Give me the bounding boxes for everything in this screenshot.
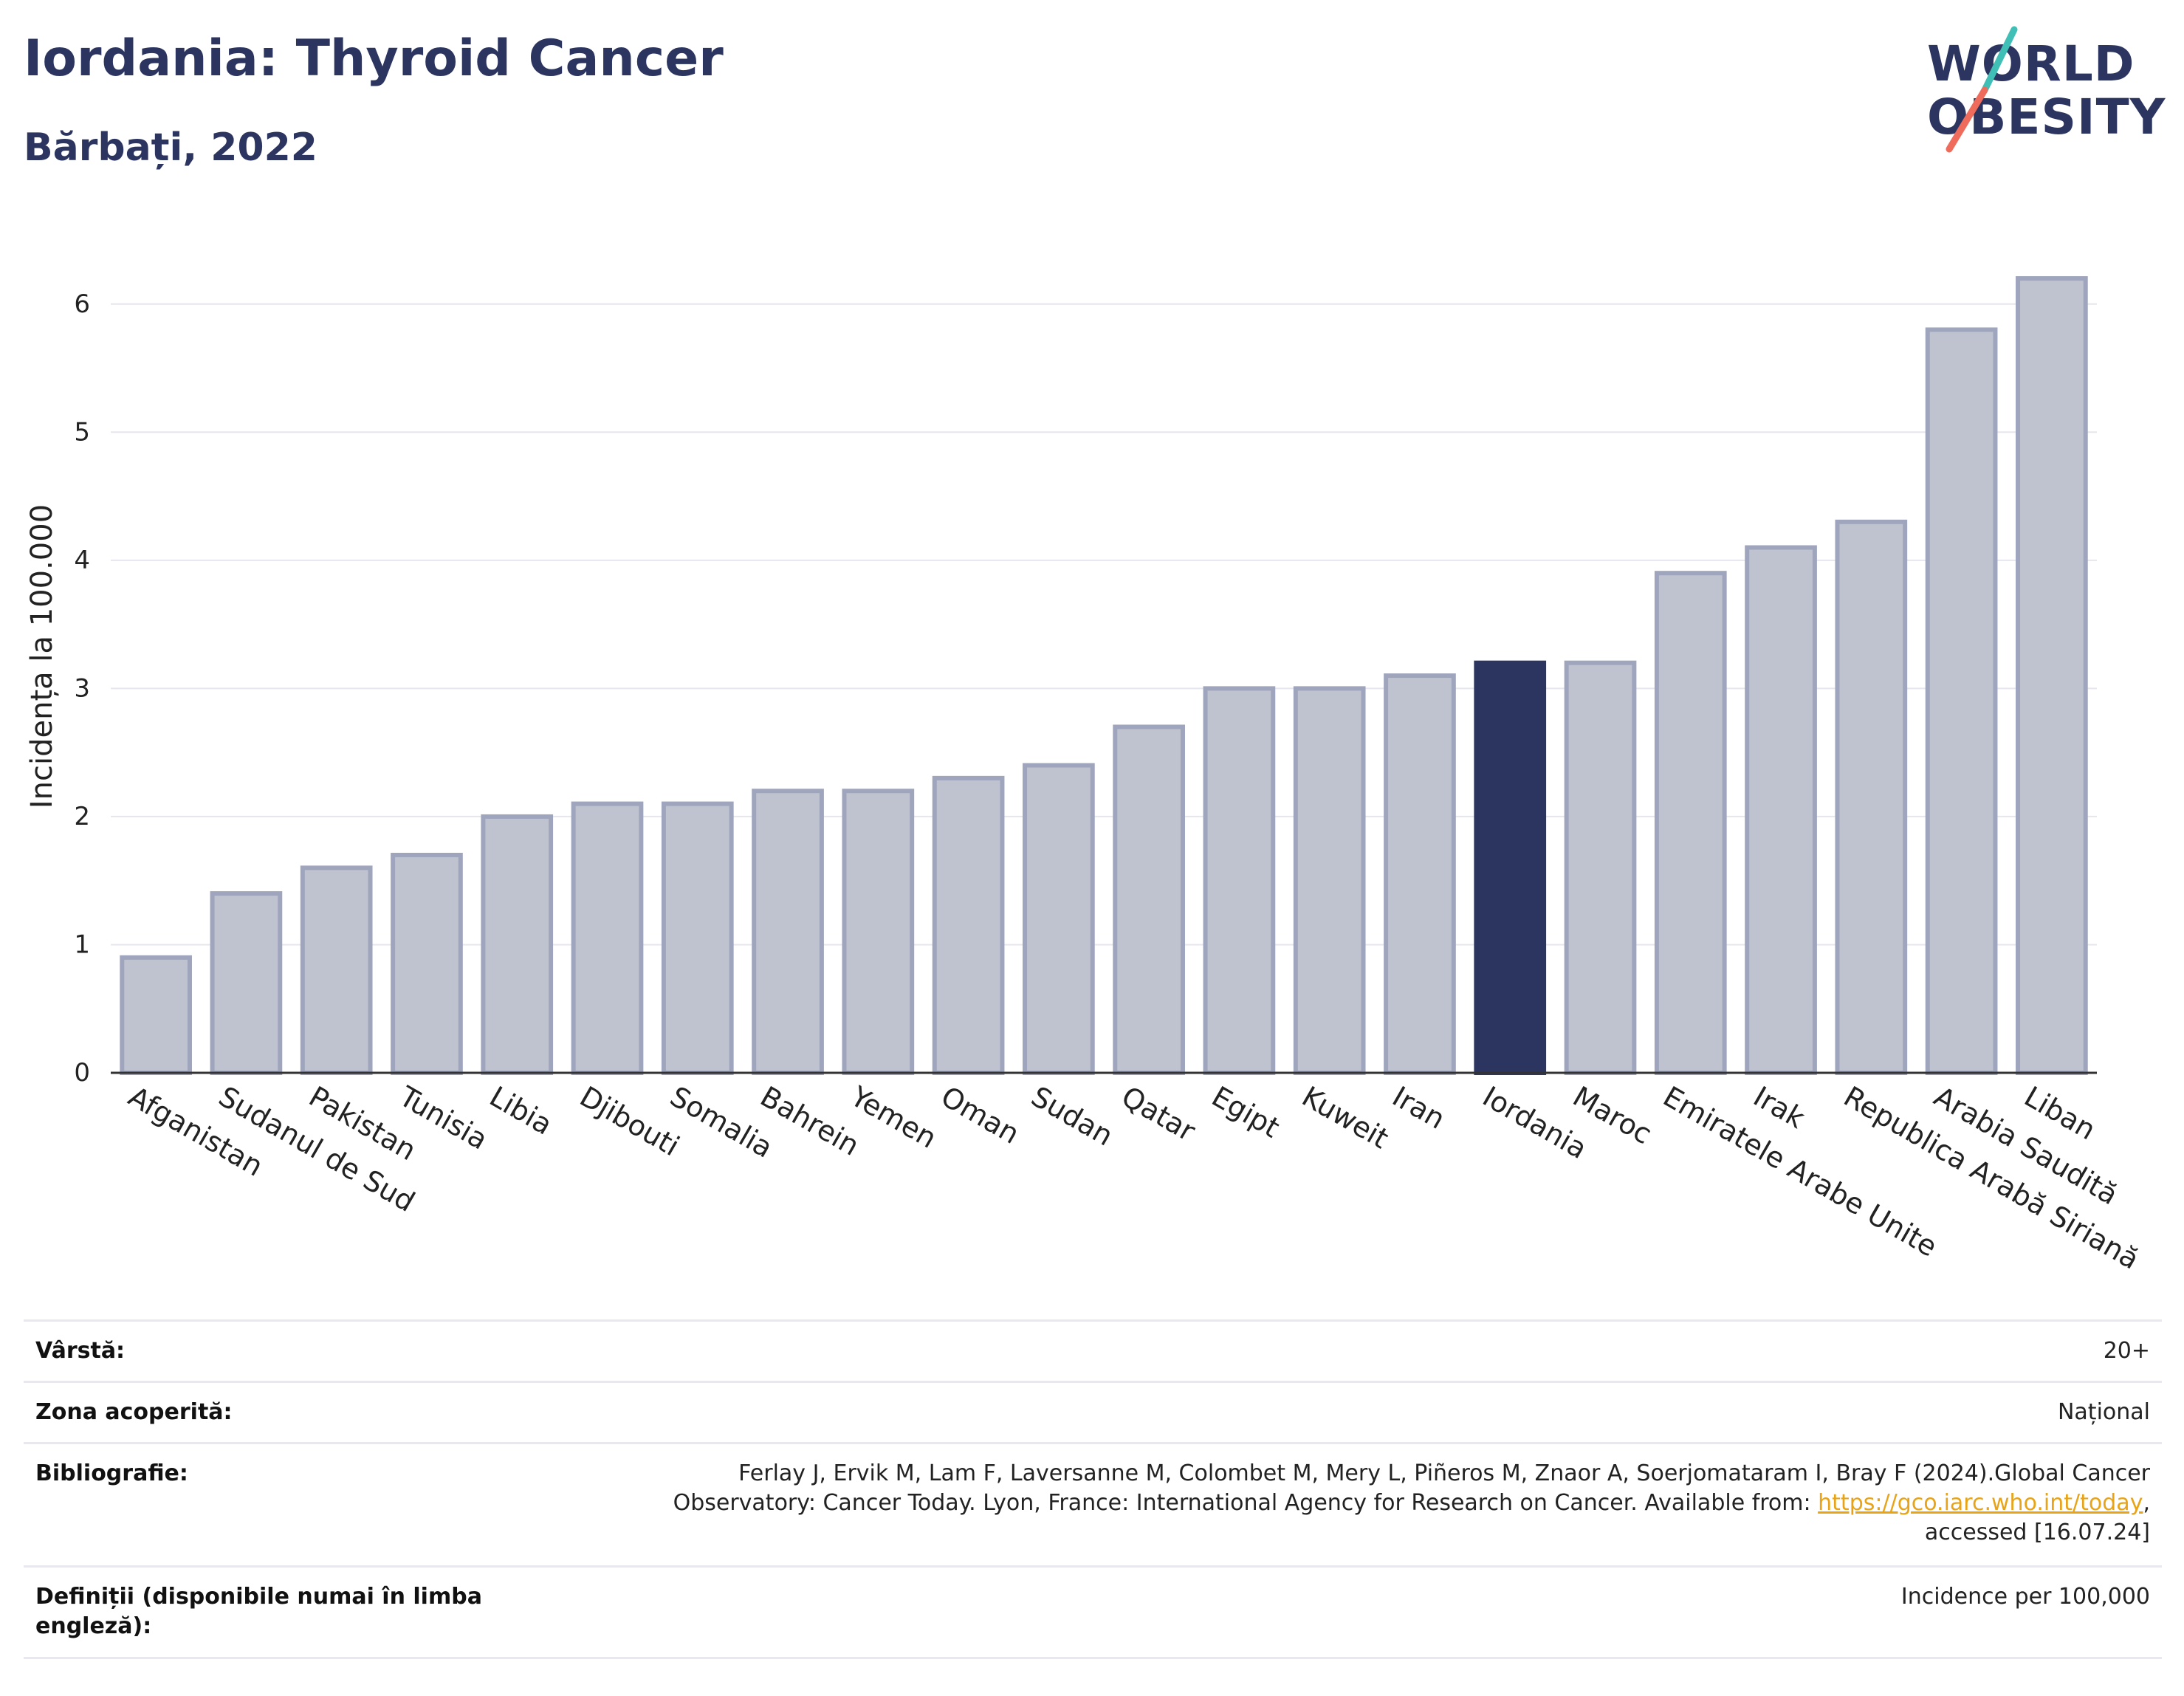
x-tick-label: Kuweit <box>1297 1080 1394 1156</box>
bar-qatar <box>1113 724 1185 1075</box>
meta-row-coverage: Zona acoperită: Național <box>24 1381 2162 1442</box>
y-tick-label: 3 <box>74 673 90 703</box>
bar-iordania <box>1474 660 1547 1075</box>
bar-egipt <box>1203 686 1276 1075</box>
bar-republica-arabă-siriană <box>1835 519 1908 1075</box>
age-label: Vârstă: <box>35 1338 126 1364</box>
bar-pakistan <box>300 865 373 1075</box>
bar-liban <box>2016 276 2088 1076</box>
x-tick-label: Libia <box>484 1080 558 1141</box>
bar-tunisia <box>391 852 463 1075</box>
meta-row-definitions: Definiții (disponibile numai în limba en… <box>24 1565 2162 1659</box>
x-tick-label: Sudan <box>1026 1080 1119 1153</box>
bar-bahrein <box>752 789 824 1075</box>
bar-libia <box>481 814 554 1076</box>
chart-subtitle: Bărbați, 2022 <box>24 126 317 170</box>
x-tick-label: Egipt <box>1206 1080 1285 1144</box>
bar-maroc <box>1564 660 1637 1075</box>
y-tick-label: 1 <box>74 930 90 959</box>
coverage-value: Național <box>2057 1399 2150 1425</box>
x-tick-label: Somalia <box>665 1080 778 1164</box>
bars <box>120 276 2088 1076</box>
logo-text-world: WORLD <box>1927 35 2135 92</box>
bar-afganistan <box>120 955 192 1076</box>
y-tick-label: 2 <box>74 802 90 831</box>
x-tick-label: Irak <box>1748 1080 1810 1135</box>
bibliography-text-4: accessed [16.07.24] <box>1924 1520 2150 1545</box>
bar-iran <box>1384 673 1456 1075</box>
bar-oman <box>932 775 1005 1075</box>
metadata-table: Vârstă: 20+ Zona acoperită: Național Bib… <box>24 1319 2162 1659</box>
logo-slash-icon <box>1946 26 2018 153</box>
world-obesity-logo: WORLD OBESITY <box>1927 22 2171 155</box>
age-value: 20+ <box>2103 1338 2150 1364</box>
y-tick-label: 5 <box>74 417 90 447</box>
x-tick-label: Djibouti <box>574 1080 685 1163</box>
meta-row-age: Vârstă: 20+ <box>24 1319 2162 1381</box>
bar-emiratele-arabe-unite <box>1654 571 1727 1075</box>
bar-irak <box>1745 545 1817 1075</box>
x-tick-label: Iran <box>1387 1080 1450 1136</box>
x-tick-label: Qatar <box>1116 1080 1201 1148</box>
bar-sudanul-de-sud <box>210 891 283 1075</box>
bar-yemen <box>842 789 915 1075</box>
bibliography-link[interactable]: https://gco.iarc.who.int/today <box>1818 1490 2143 1516</box>
bibliography-value: Ferlay J, Ervik M, Lam F, Laversanne M, … <box>673 1459 2150 1548</box>
bar-arabia-saudită <box>1925 327 1998 1075</box>
bibliography-text-1: Ferlay J, Ervik M, Lam F, Laversanne M, … <box>738 1460 2150 1486</box>
bar-djibouti <box>571 801 644 1075</box>
definitions-label: Definiții (disponibile numai în limba en… <box>35 1584 482 1639</box>
definitions-value: Incidence per 100,000 <box>1900 1584 2150 1610</box>
y-axis-label: Incidența la 100.000 <box>25 504 59 808</box>
bar-sudan <box>1023 763 1095 1075</box>
y-axis-ticks: 0 1 2 3 4 5 6 <box>74 289 90 1088</box>
bibliography-label: Bibliografie: <box>35 1460 188 1486</box>
chart-title: Iordania: Thyroid Cancer <box>24 30 724 88</box>
bar-kuweit <box>1293 686 1366 1075</box>
bibliography-text-3: , <box>2143 1490 2150 1516</box>
x-tick-label: Bahrein <box>755 1080 865 1162</box>
bibliography-text-2: Observatory: Cancer Today. Lyon, France:… <box>673 1490 1819 1516</box>
bar-somalia <box>661 801 734 1075</box>
coverage-label: Zona acoperită: <box>35 1399 233 1425</box>
y-tick-label: 4 <box>74 546 90 575</box>
x-tick-label: Iordania <box>1477 1080 1593 1165</box>
y-tick-label: 0 <box>74 1058 90 1088</box>
x-tick-label: Oman <box>935 1080 1025 1150</box>
y-tick-label: 6 <box>74 289 90 319</box>
meta-row-bibliography: Bibliografie: Ferlay J, Ervik M, Lam F, … <box>24 1442 2162 1565</box>
